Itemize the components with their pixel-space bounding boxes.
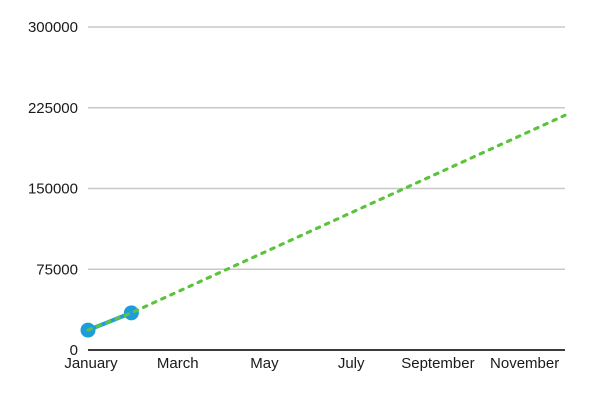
data-point-marker-february	[123, 305, 139, 321]
x-tick-label-november: November	[490, 355, 559, 372]
y-tick-label-75000: 75000	[36, 261, 78, 278]
y-tick-label-225000: 225000	[28, 100, 78, 117]
y-tick-label-150000: 150000	[28, 181, 78, 198]
x-tick-label-march: March	[157, 355, 199, 372]
series-projection-line-overlay	[86, 113, 567, 332]
x-tick-label-july: July	[338, 355, 365, 372]
y-tick-label-0: 0	[70, 342, 78, 359]
x-tick-label-september: September	[401, 355, 474, 372]
y-tick-label-300000: 300000	[28, 19, 78, 36]
x-tick-label-january: January	[64, 355, 118, 372]
x-tick-label-may: May	[250, 355, 279, 372]
